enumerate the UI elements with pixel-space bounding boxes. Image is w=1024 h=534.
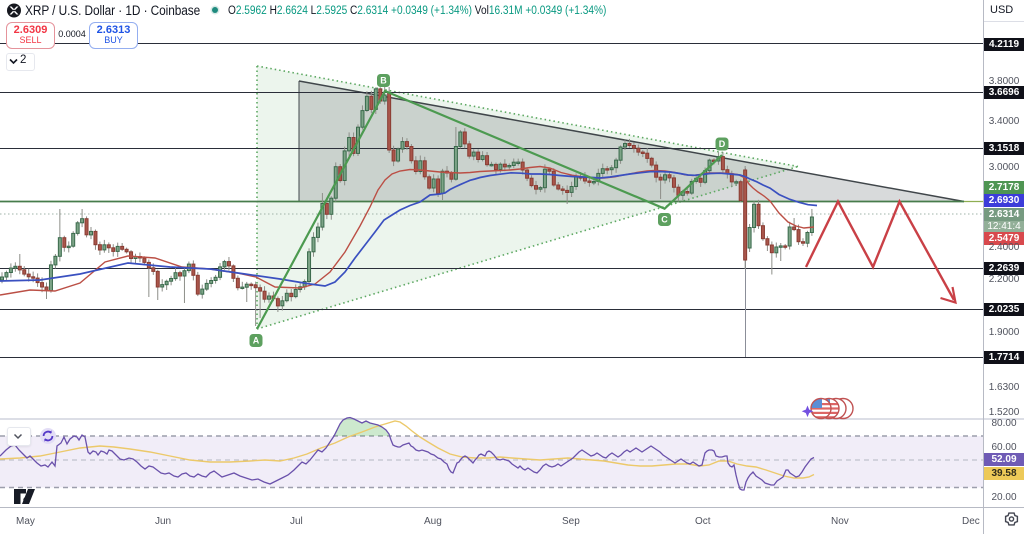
svg-text:D: D [719,139,726,149]
svg-text:C: C [661,215,668,225]
svg-text:B: B [380,76,387,86]
svg-text:A: A [253,336,260,346]
